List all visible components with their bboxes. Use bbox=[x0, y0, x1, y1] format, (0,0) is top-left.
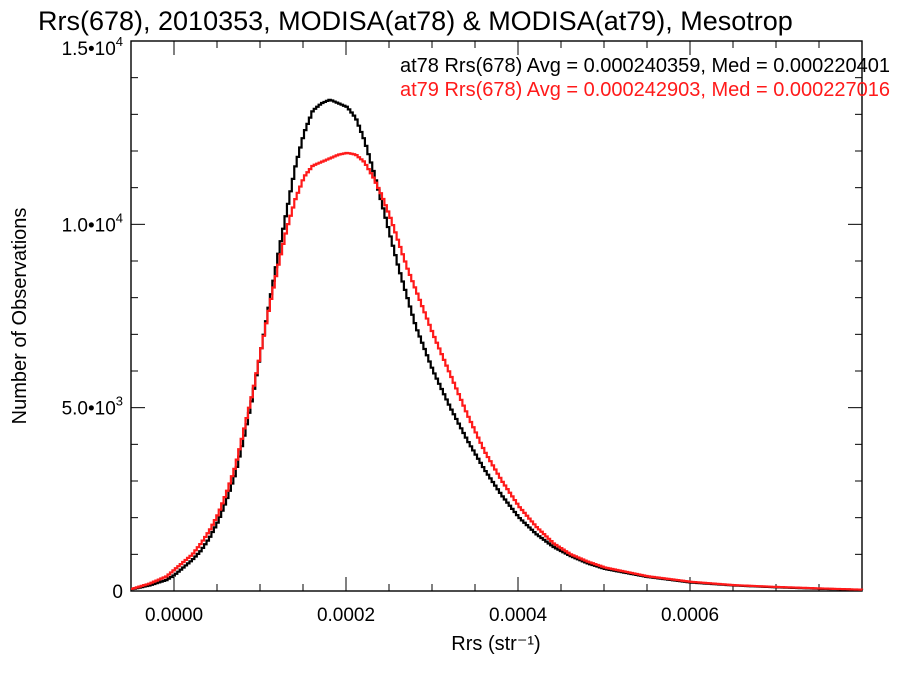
x-tick-label: 0.0002 bbox=[317, 605, 375, 626]
series-line-at79 bbox=[131, 151, 864, 591]
x-axis-label: Rrs (str⁻¹) bbox=[451, 633, 540, 655]
x-tick-label: 0.0004 bbox=[489, 605, 548, 626]
axis-ticks bbox=[130, 40, 863, 592]
x-tick-label: 0.0006 bbox=[661, 605, 719, 626]
y-tick-label: 1.0•104 bbox=[62, 210, 123, 236]
x-tick-labels: 0.0000 0.0002 0.0004 0.0006 bbox=[145, 605, 719, 626]
series-line-at78 bbox=[131, 98, 864, 591]
chart-title: Rrs(678), 2010353, MODISA(at78) & MODISA… bbox=[38, 6, 793, 36]
series-annotation-at78: at78 Rrs(678) Avg = 0.000240359, Med = 0… bbox=[400, 55, 890, 77]
y-tick-label: 5.0•103 bbox=[62, 394, 123, 420]
plot-area bbox=[130, 40, 863, 592]
y-tick-label: 0 bbox=[112, 582, 123, 603]
series-layer bbox=[131, 98, 864, 591]
series-annotations: at78 Rrs(678) Avg = 0.000240359, Med = 0… bbox=[400, 55, 890, 101]
x-tick-label: 0.0000 bbox=[145, 605, 203, 626]
y-axis-label: Number of Observations bbox=[9, 208, 31, 425]
y-tick-label: 1.5•104 bbox=[62, 34, 123, 60]
y-tick-labels: 0 5.0•103 1.0•104 1.5•104 bbox=[62, 34, 123, 603]
series-annotation-at79: at79 Rrs(678) Avg = 0.000242903, Med = 0… bbox=[400, 79, 890, 101]
